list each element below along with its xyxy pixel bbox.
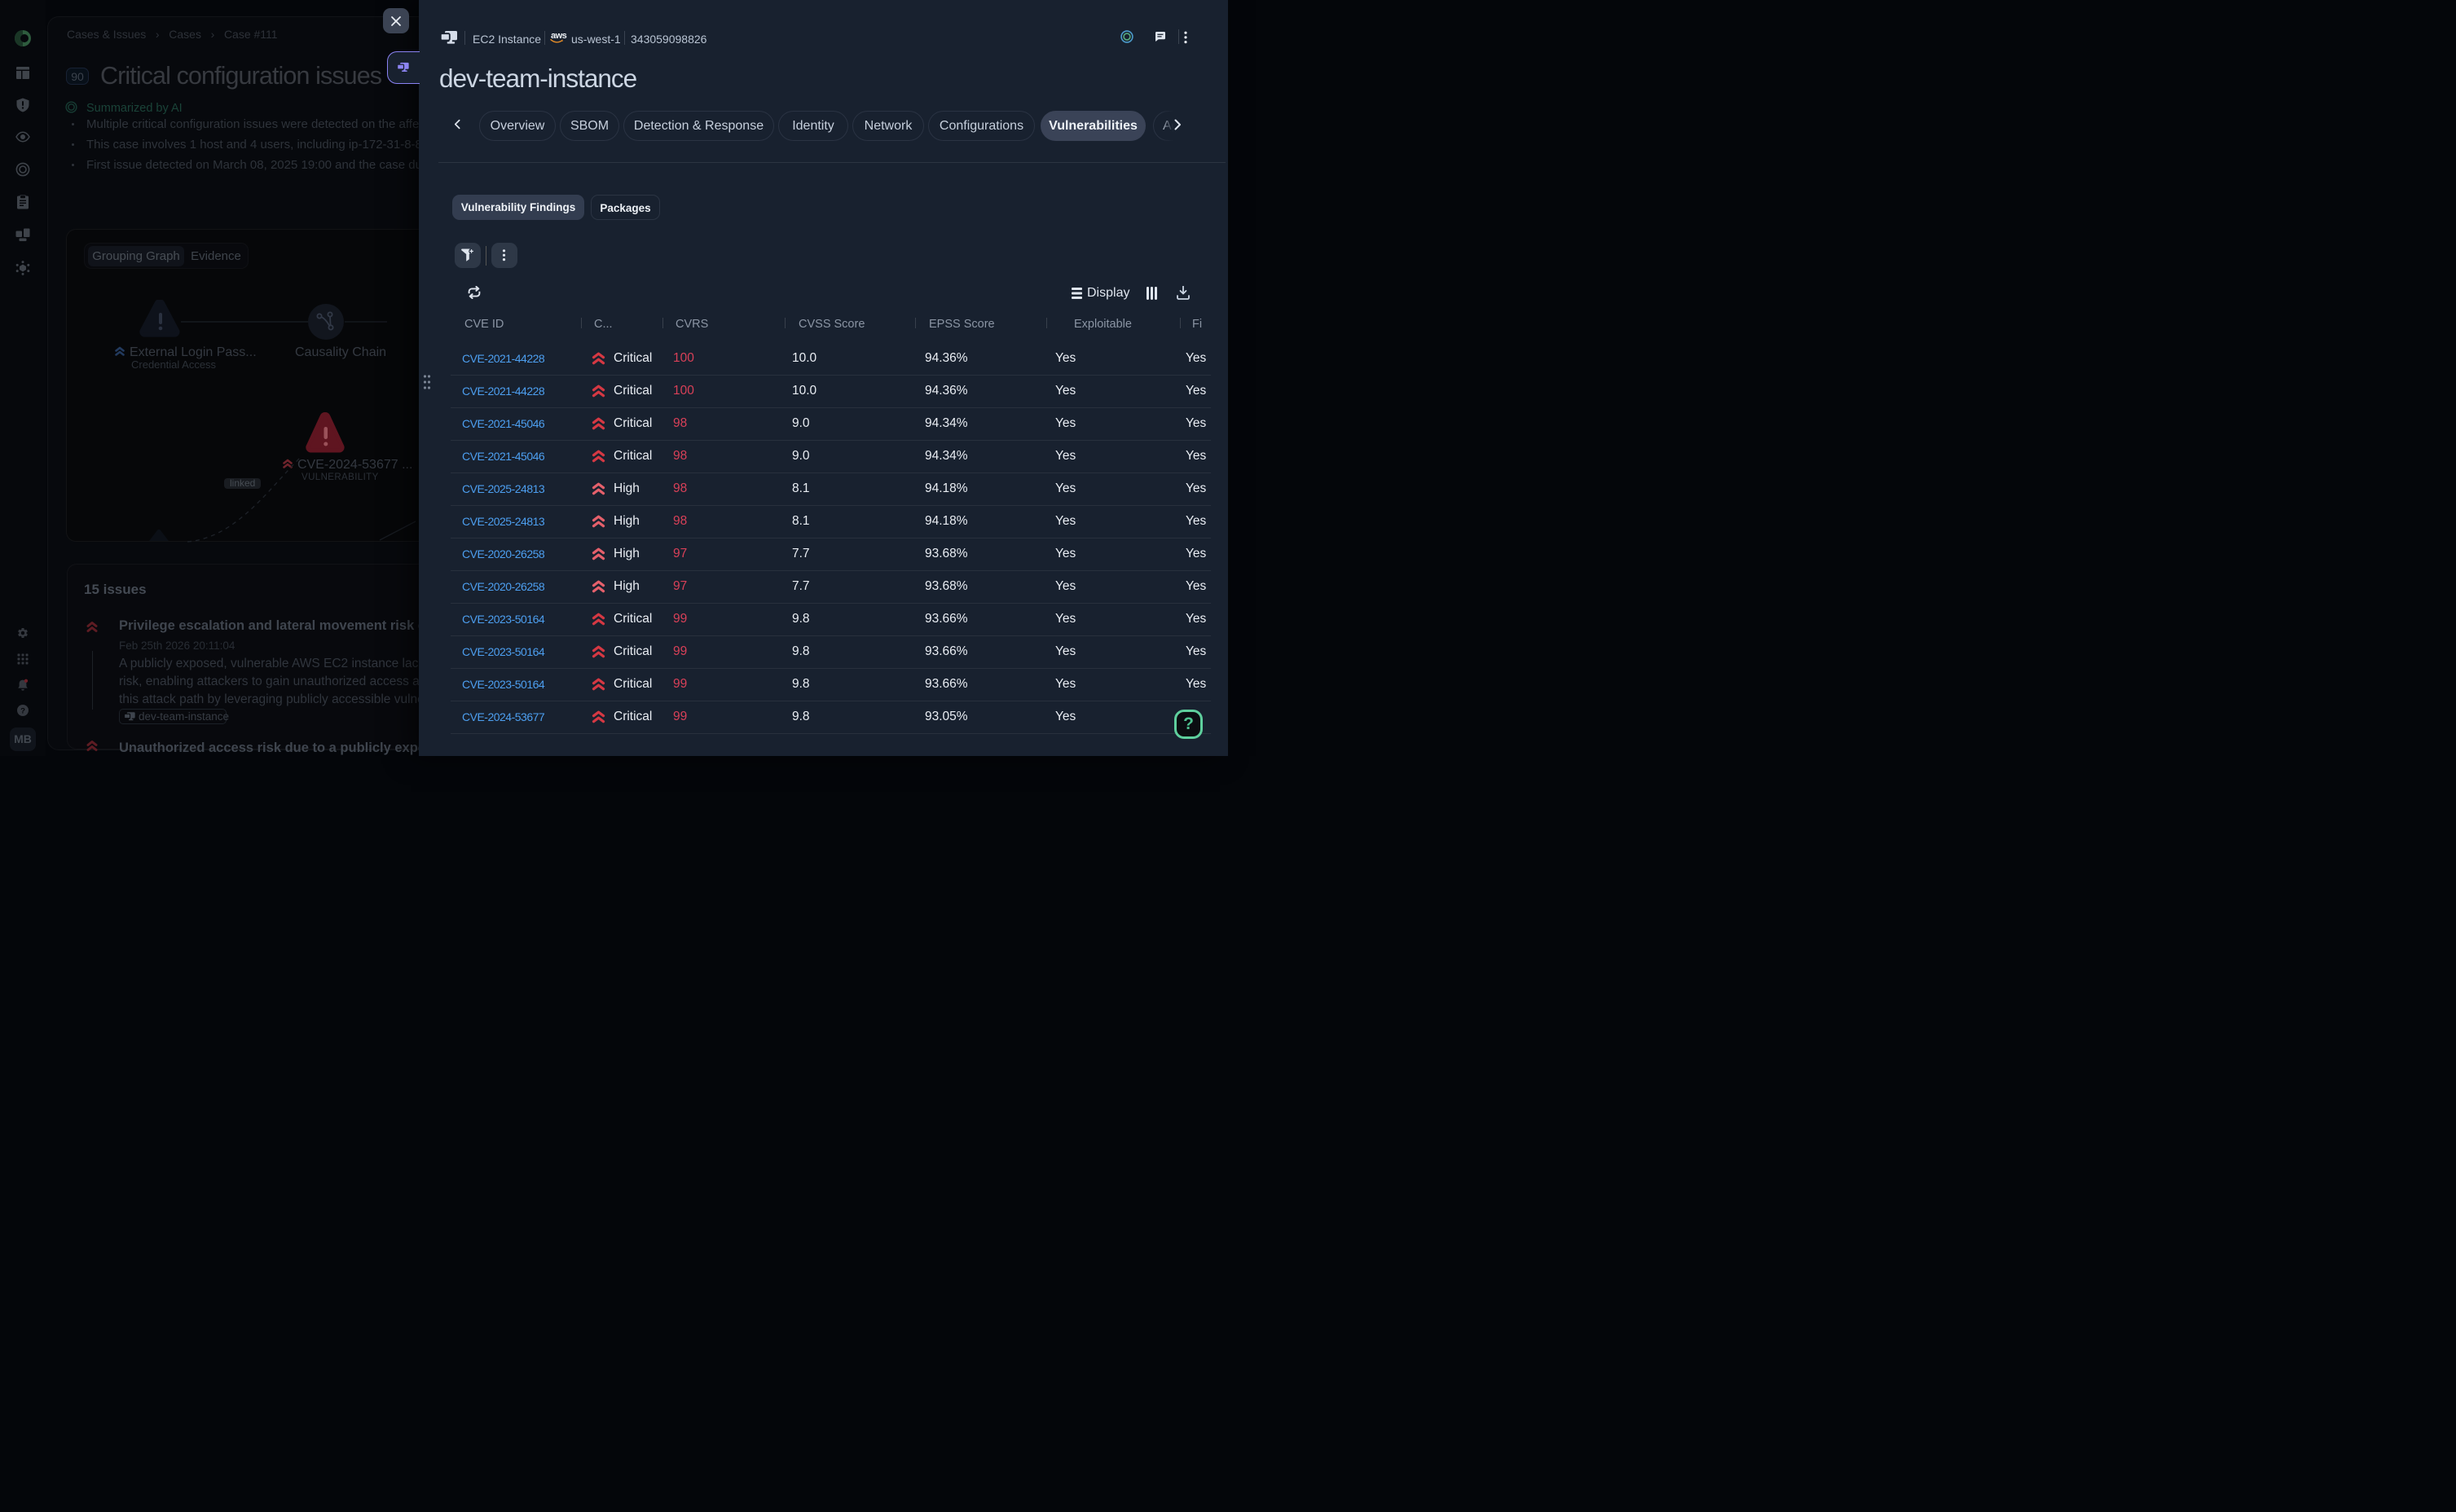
svg-text:?: ?	[20, 707, 25, 716]
